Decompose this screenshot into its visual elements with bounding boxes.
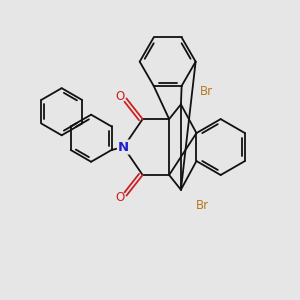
Text: O: O — [116, 91, 125, 103]
Text: N: N — [118, 141, 129, 154]
Text: Br: Br — [196, 200, 209, 212]
Text: O: O — [116, 190, 125, 204]
Text: Br: Br — [200, 85, 213, 98]
